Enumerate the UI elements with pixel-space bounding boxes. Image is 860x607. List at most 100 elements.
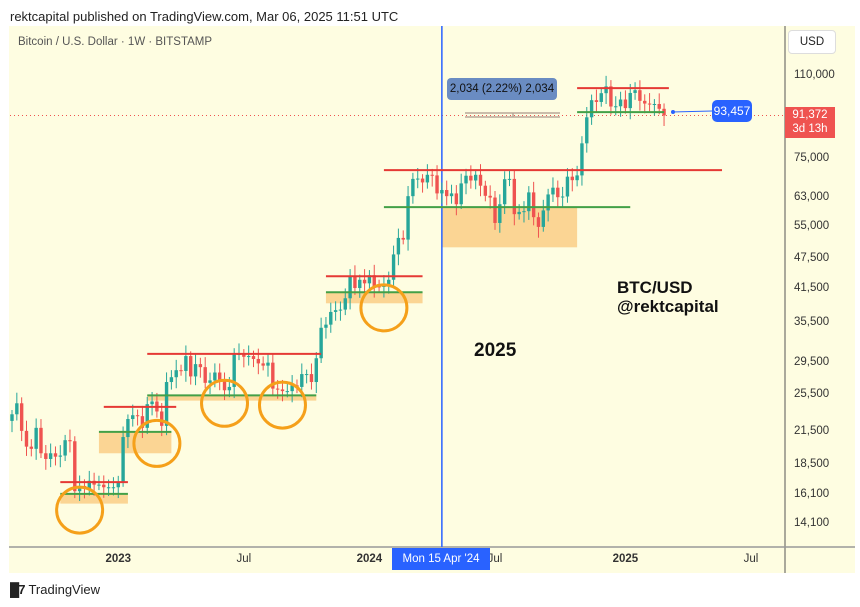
candle-body [53, 453, 58, 457]
candle-body [135, 415, 140, 417]
candle [527, 186, 531, 220]
candle [623, 90, 628, 114]
candle [19, 397, 24, 442]
candle [604, 75, 608, 105]
candle-body [599, 93, 603, 102]
candle [353, 265, 357, 295]
candle-body [174, 370, 178, 378]
candle [24, 420, 29, 456]
candle-body [48, 453, 53, 459]
candle-body [483, 185, 488, 196]
demand-zone [60, 493, 128, 504]
measure-tooltip: 2,034 (2.22%) 2,034 [447, 78, 557, 100]
candle-body [507, 178, 512, 180]
candle [237, 343, 241, 361]
symbol-title: Bitcoin / U.S. Dollar · 1W · BITSTAMP [18, 36, 213, 48]
candle [551, 177, 555, 202]
candle-body [531, 192, 536, 218]
candle-body [121, 437, 125, 483]
price-tick-label: 14,100 [794, 516, 830, 529]
candle [271, 354, 275, 397]
candle-body [377, 286, 381, 288]
time-tick-label: Jul [487, 553, 503, 565]
candle [652, 99, 657, 116]
candle [449, 184, 454, 204]
candle [657, 93, 661, 115]
candle-body [411, 178, 415, 197]
candle [358, 274, 362, 298]
candle [329, 302, 333, 333]
time-tick-label: Jul [236, 553, 252, 565]
candle [565, 168, 570, 203]
retest-circle [200, 378, 250, 428]
candle-body [556, 187, 560, 198]
price-tick-label: 41,500 [794, 281, 830, 294]
candle-body [358, 279, 362, 289]
candle-body [604, 86, 608, 94]
candle [647, 93, 652, 112]
published-note: rektcapital published on TradingView.com… [10, 9, 399, 24]
candle-body [309, 374, 314, 383]
tradingview-footer[interactable]: █7 TradingView [10, 582, 100, 597]
candle [585, 107, 589, 153]
candle-body [44, 453, 48, 459]
candle-body [87, 480, 91, 489]
candle-body [10, 414, 14, 421]
demand-zone [325, 292, 423, 304]
candle-body [643, 100, 647, 104]
price-tick-label: 110,000 [794, 69, 835, 81]
candle-body [454, 193, 459, 205]
candle [319, 317, 323, 363]
candle [198, 357, 203, 378]
candle-body [338, 309, 343, 311]
candle [493, 191, 497, 230]
candle-body [285, 391, 290, 393]
brand-name: TradingView [28, 582, 100, 597]
candle [362, 269, 367, 294]
candle-body [440, 190, 444, 194]
candle [638, 80, 642, 111]
time-tick-label: 2023 [105, 553, 132, 565]
candle [391, 245, 396, 288]
candle [575, 165, 579, 187]
candle-body [63, 440, 67, 456]
candle-body [430, 174, 434, 176]
candle [39, 419, 43, 459]
candle [246, 345, 251, 366]
candle-body [372, 275, 376, 287]
candle [662, 103, 666, 127]
candle-body [189, 356, 193, 377]
candle-body [628, 92, 632, 109]
candle-body [193, 364, 198, 377]
candle [111, 477, 116, 496]
candle-body [614, 106, 618, 108]
candle [184, 345, 188, 382]
candle-body [512, 178, 517, 215]
retest-circle [55, 485, 105, 535]
candle [68, 429, 72, 453]
price-tick-label: 25,500 [794, 387, 830, 400]
candle-body [546, 194, 550, 211]
candle [304, 369, 309, 384]
candle [367, 270, 372, 291]
candle-body [585, 117, 589, 144]
candle-body [304, 374, 309, 376]
candle [189, 351, 193, 385]
candle [179, 364, 183, 376]
candle-body [473, 174, 478, 181]
price-tick-label: 63,000 [794, 190, 830, 203]
candle-body [652, 103, 657, 105]
candle-body [623, 99, 628, 109]
candle-body [420, 178, 425, 183]
candle-body [232, 354, 236, 387]
candle-body [498, 204, 502, 223]
candle [48, 443, 53, 468]
currency-button[interactable]: USD [788, 30, 836, 54]
candle [387, 271, 391, 294]
candle [314, 352, 318, 394]
candle [488, 185, 492, 209]
candle [478, 164, 483, 197]
candle [396, 228, 401, 266]
price-label-drawing[interactable]: 93,457 [712, 100, 752, 122]
